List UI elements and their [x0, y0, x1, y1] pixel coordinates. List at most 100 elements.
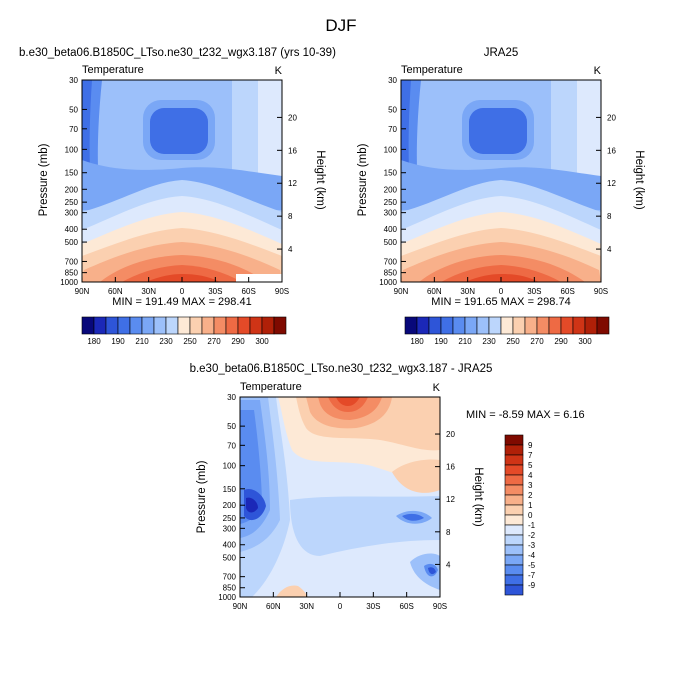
panel-model-variable: Temperature: [82, 64, 144, 76]
x-tick-label: 60N: [427, 287, 442, 296]
panel-obs-ylabel: Pressure (mb): [357, 143, 369, 216]
y-tick-label: 70: [227, 441, 236, 450]
x-tick-label: 30S: [208, 287, 222, 296]
x-tick-label: 90N: [233, 602, 248, 611]
y-tick-label: 70: [388, 125, 397, 134]
x-tick-label: 90S: [433, 602, 447, 611]
y-tick-label: 850: [384, 269, 398, 278]
colorbar-swatch: [452, 316, 466, 335]
colorbar-label: 5: [528, 461, 533, 470]
y2-tick-label: 20: [288, 113, 297, 122]
colorbar-label: 180: [410, 337, 424, 346]
colorbar-swatch: [504, 554, 524, 566]
panel-diff-field: [240, 397, 440, 597]
x-tick-label: 60N: [266, 602, 281, 611]
x-tick-label: 60S: [561, 287, 575, 296]
colorbar-swatch: [249, 316, 263, 335]
colorbar-swatch: [201, 316, 215, 335]
colorbar-swatch: [584, 316, 598, 335]
y-tick-label: 200: [384, 185, 398, 194]
colorbar-swatch: [428, 316, 442, 335]
colorbar-swatch: [273, 316, 287, 335]
y-tick-label: 850: [223, 584, 237, 593]
panel-diff-axes: 90N 60N 30N 0 30S 60S 90S 30 50 70 100 150 200 250300…: [218, 393, 455, 611]
colorbar-swatch: [488, 316, 502, 335]
panel-model-stats: MIN = 191.49 MAX = 298.41: [112, 296, 251, 308]
x-tick-label: 90N: [394, 287, 409, 296]
y-tick-label: 100: [223, 462, 237, 471]
panel-model-title: b.e30_beta06.B1850C_LTso.ne30_t232_wgx3.…: [19, 47, 336, 59]
colorbar-swatch: [548, 316, 562, 335]
colorbar-label: 230: [159, 337, 173, 346]
panel-diff-variable: Temperature: [240, 381, 302, 393]
colorbar-swatch: [464, 316, 478, 335]
colorbar-swatch: [512, 316, 526, 335]
x-tick-label: 0: [499, 287, 504, 296]
y2-tick-label: 8: [446, 528, 451, 537]
y-tick-label: 200: [65, 185, 79, 194]
colorbar-swatch: [504, 534, 524, 546]
y-tick-label: 1000: [218, 593, 236, 602]
colorbar-label: -2: [528, 531, 536, 540]
colorbar-label: 3: [528, 481, 533, 490]
y-tick-label: 500: [65, 238, 79, 247]
y2-tick-label: 12: [288, 179, 297, 188]
colorbar-swatch: [153, 316, 167, 335]
colorbar-swatch: [504, 574, 524, 586]
y-tick-label: 1000: [60, 278, 78, 287]
colorbar-swatch: [476, 316, 490, 335]
colorbar-swatch: [504, 494, 524, 506]
colorbar-label: 270: [530, 337, 544, 346]
panel-diff: b.e30_beta06.B1850C_LTso.ne30_t232_wgx3.…: [190, 363, 585, 611]
y-tick-label: 1000: [379, 278, 397, 287]
panel-obs-y2label: Height (km): [633, 150, 645, 210]
colorbar-label: 2: [528, 491, 533, 500]
panel-model-colorbar: 180 190 210 230 250 270 290 300: [81, 316, 287, 346]
colorbar-swatch: [261, 316, 275, 335]
colorbar-label: 9: [528, 441, 533, 450]
y2-tick-label: 20: [446, 430, 455, 439]
colorbar-swatch: [177, 316, 191, 335]
y-tick-label: 200: [223, 501, 237, 510]
x-tick-label: 90N: [75, 287, 90, 296]
y-tick-label: 50: [388, 105, 397, 114]
y-tick-label: 150: [65, 169, 79, 178]
y2-tick-label: 12: [607, 179, 616, 188]
panel-model-ylabel: Pressure (mb): [38, 143, 50, 216]
colorbar-label: 180: [87, 337, 101, 346]
x-tick-label: 0: [180, 287, 185, 296]
colorbar-label: 190: [111, 337, 125, 346]
colorbar-label: 0: [528, 511, 533, 520]
x-tick-label: 0: [338, 602, 343, 611]
colorbar-swatch: [500, 316, 514, 335]
panel-obs-stats: MIN = 191.65 MAX = 298.74: [431, 296, 570, 308]
colorbar-swatch: [504, 584, 524, 596]
y-tick-label: 30: [227, 393, 236, 402]
colorbar-swatch: [504, 484, 524, 496]
x-tick-label: 30N: [141, 287, 156, 296]
colorbar-label: 270: [207, 337, 221, 346]
colorbar-swatch: [504, 504, 524, 516]
colorbar-label: 300: [578, 337, 592, 346]
y-tick-label: 500: [384, 238, 398, 247]
panel-diff-units: K: [433, 382, 441, 394]
page-title: DJF: [325, 16, 356, 35]
colorbar-swatch: [504, 464, 524, 476]
colorbar-swatch: [129, 316, 143, 335]
y-tick-label: 250: [384, 198, 398, 207]
y-tick-label: 300: [384, 209, 398, 218]
colorbar-label: 190: [434, 337, 448, 346]
colorbar-swatch: [560, 316, 574, 335]
colorbar-label: -3: [528, 541, 536, 550]
y2-tick-label: 4: [607, 245, 612, 254]
y-tick-label: 850: [65, 269, 79, 278]
x-tick-label: 30S: [527, 287, 541, 296]
colorbar-swatch: [504, 434, 524, 446]
colorbar-swatch: [81, 316, 95, 335]
x-tick-label: 90S: [594, 287, 608, 296]
y-tick-label: 100: [65, 145, 79, 154]
y-tick-label: 400: [384, 225, 398, 234]
panel-diff-title: b.e30_beta06.B1850C_LTso.ne30_t232_wgx3.…: [190, 363, 493, 375]
colorbar-swatch: [237, 316, 251, 335]
